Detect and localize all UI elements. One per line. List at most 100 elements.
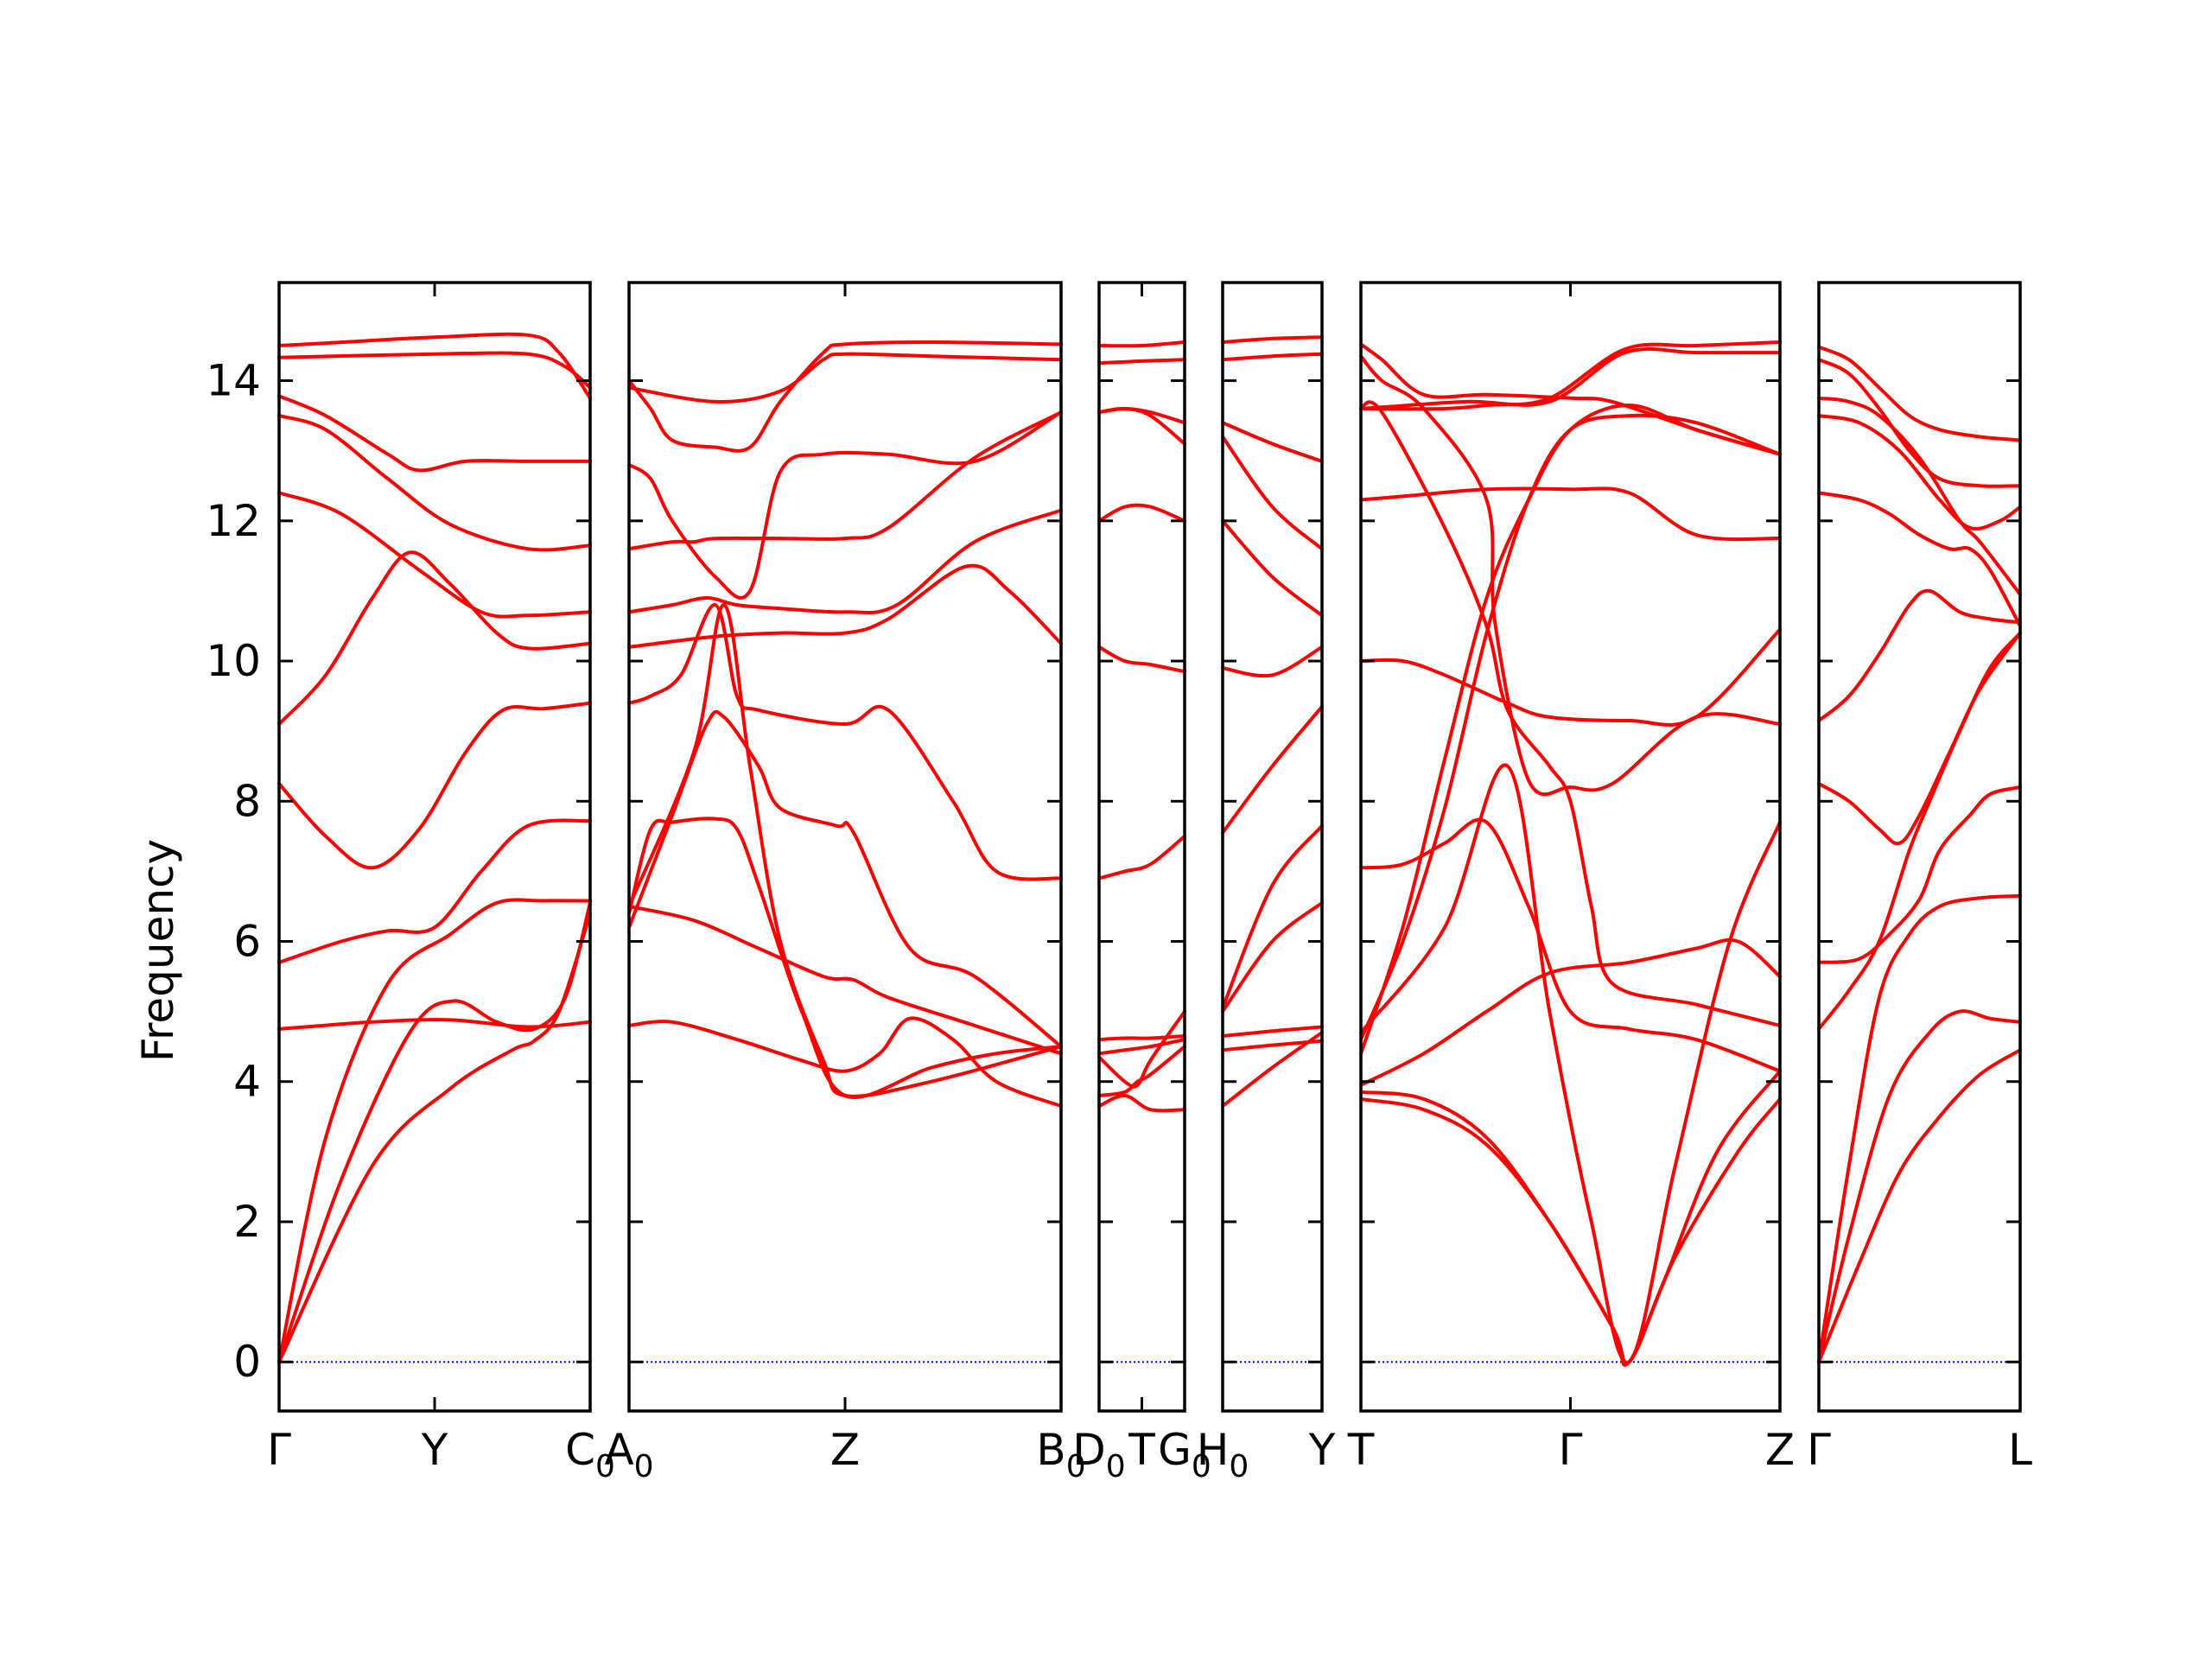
x-tick-label-subscript: 0 bbox=[595, 1449, 615, 1484]
band-3 bbox=[1359, 340, 1782, 411]
x-tick-label-subscript: 0 bbox=[1192, 1449, 1211, 1484]
panel-2: A0 Z B0 bbox=[604, 281, 1086, 1484]
band-2 bbox=[1221, 352, 1324, 362]
y-tick-label: 0 bbox=[233, 1337, 261, 1387]
y-tick-label: 10 bbox=[206, 636, 261, 686]
band-5 bbox=[1097, 503, 1186, 523]
band-3 bbox=[277, 394, 592, 473]
band-6 bbox=[277, 550, 592, 726]
panel-1: Γ Y C0 bbox=[267, 281, 615, 1484]
band-7 bbox=[1097, 834, 1186, 880]
band-7 bbox=[1359, 627, 1782, 727]
band-5 bbox=[1817, 491, 2022, 628]
band-3 bbox=[627, 410, 1063, 600]
band-5 bbox=[627, 508, 1063, 615]
band-3 bbox=[1817, 396, 2022, 596]
x-tick-label: Y bbox=[1308, 1425, 1336, 1475]
panel-frame bbox=[627, 281, 1063, 1413]
band-2 bbox=[1359, 354, 1782, 797]
band-4 bbox=[1221, 435, 1324, 551]
y-tick-label: 4 bbox=[233, 1057, 261, 1107]
band-12 bbox=[1097, 1094, 1186, 1113]
panel-frame bbox=[1359, 281, 1782, 1413]
band-1 bbox=[277, 332, 592, 400]
band-11 bbox=[1097, 1045, 1186, 1097]
band-11 bbox=[1817, 1009, 2022, 1364]
x-tick-label: L bbox=[2008, 1425, 2032, 1475]
panel-frame bbox=[1817, 281, 2022, 1413]
band-6 bbox=[1097, 645, 1186, 674]
band-8 bbox=[1817, 785, 2022, 964]
band-10 bbox=[277, 898, 592, 1364]
x-tick-label: Z bbox=[830, 1425, 860, 1475]
band-10 bbox=[1817, 893, 2022, 1364]
y-tick-label: 8 bbox=[233, 776, 261, 826]
band-6 bbox=[1221, 645, 1324, 678]
band-2 bbox=[277, 351, 592, 390]
y-tick-label: 6 bbox=[233, 917, 261, 967]
band-12 bbox=[1221, 1031, 1324, 1109]
band-6 bbox=[1817, 588, 2022, 722]
band-4 bbox=[1359, 346, 1782, 410]
band-9 bbox=[1221, 900, 1324, 1014]
y-tick-label: 12 bbox=[206, 496, 261, 546]
y-axis-tick-labels: 0 2 4 6 8 10 12 14 bbox=[206, 356, 261, 1388]
band-9 bbox=[1817, 631, 2022, 1031]
band-1 bbox=[1817, 345, 2022, 442]
band-12 bbox=[277, 912, 592, 1364]
panel-3: D0 T G0 bbox=[1072, 281, 1211, 1484]
band-9 bbox=[1359, 413, 1782, 1042]
x-tick-label-subscript: 0 bbox=[634, 1449, 654, 1484]
band-8 bbox=[1359, 817, 1782, 1073]
x-tick-label-subscript: 0 bbox=[1229, 1449, 1249, 1484]
panel-frame bbox=[1221, 281, 1324, 1413]
x-tick-label: H0 bbox=[1197, 1425, 1249, 1484]
band-4 bbox=[277, 414, 592, 552]
band-10 bbox=[627, 905, 1063, 1056]
band-6 bbox=[1359, 486, 1782, 542]
x-tick-label: Γ bbox=[1807, 1425, 1831, 1475]
x-tick-label-subscript: 0 bbox=[1066, 1449, 1086, 1484]
band-9 bbox=[627, 817, 1063, 1099]
band-7 bbox=[1221, 704, 1324, 835]
band-11 bbox=[627, 603, 1063, 1098]
panel-4: H0 Y bbox=[1197, 281, 1336, 1484]
y-axis-label: Frequency bbox=[133, 839, 183, 1062]
band-5 bbox=[1359, 400, 1782, 1027]
band-8 bbox=[627, 709, 1063, 1049]
band-2 bbox=[627, 352, 1063, 404]
band-1 bbox=[1221, 335, 1324, 344]
band-4 bbox=[1097, 406, 1186, 446]
band-14 bbox=[1359, 763, 1782, 1364]
x-tick-label: Z bbox=[1765, 1425, 1795, 1475]
band-10 bbox=[1097, 1009, 1186, 1089]
x-tick-label: Γ bbox=[1559, 1425, 1583, 1475]
band-12 bbox=[627, 1016, 1063, 1109]
band-2 bbox=[1817, 358, 2022, 488]
band-12 bbox=[1817, 1048, 2022, 1364]
band-8 bbox=[1221, 823, 1324, 1010]
band-2 bbox=[1097, 358, 1186, 365]
band-10 bbox=[1221, 1025, 1324, 1038]
band-1 bbox=[1097, 340, 1186, 348]
band-13 bbox=[1359, 1097, 1782, 1367]
band-9 bbox=[1097, 1038, 1186, 1056]
band-9 bbox=[277, 1018, 592, 1031]
band-10 bbox=[1359, 404, 1782, 1056]
band-8 bbox=[1097, 1034, 1186, 1042]
x-tick-label: T bbox=[1347, 1425, 1375, 1475]
band-4 bbox=[1817, 414, 2022, 531]
band-4 bbox=[627, 410, 1063, 551]
x-tick-label: Γ bbox=[267, 1425, 291, 1475]
band-7 bbox=[1817, 631, 2022, 846]
band-7 bbox=[277, 701, 592, 870]
panel-frame bbox=[277, 281, 592, 1413]
band-3 bbox=[1221, 421, 1324, 463]
panel-frame bbox=[1097, 281, 1186, 1413]
x-tick-label-subscript: 0 bbox=[1106, 1449, 1126, 1484]
y-tick-label: 14 bbox=[206, 356, 261, 406]
